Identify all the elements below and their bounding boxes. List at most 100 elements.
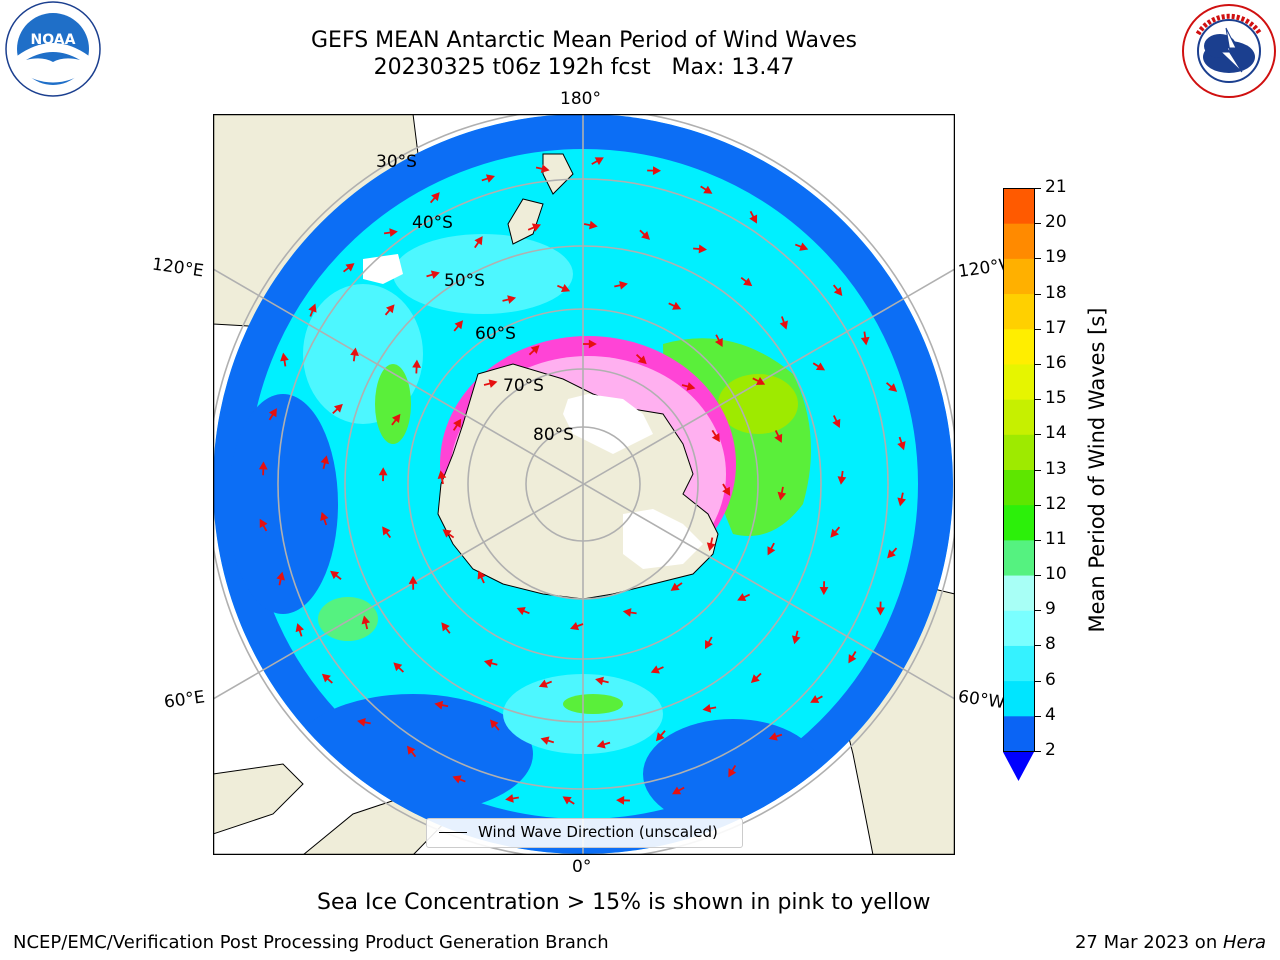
wind-wave-arrow: [681, 382, 696, 391]
colorbar-cell: [1003, 575, 1035, 611]
wind-wave-arrow: [700, 185, 713, 194]
wind-wave-arrow: [437, 470, 447, 485]
wind-wave-arrow: [819, 581, 829, 596]
colorbar-tick-label: 13: [1045, 458, 1067, 479]
colorbar: [1003, 188, 1035, 782]
lat-label-40s: 40°S: [412, 213, 453, 233]
wind-wave-arrow: [812, 362, 826, 371]
lon-label-180: 180°: [560, 89, 601, 109]
colorbar-cell: [1003, 223, 1035, 259]
colorbar-tick-mark: [1035, 188, 1041, 189]
colorbar-cell: [1003, 504, 1035, 541]
colorbar-tick-mark: [1035, 645, 1041, 647]
wind-wave-arrow: [540, 736, 555, 745]
wind-wave-arrow: [670, 582, 683, 591]
wind-wave-arrow: [357, 718, 371, 727]
chart-subtitle: 20230325 t06z 192h fcst Max: 13.47: [373, 55, 795, 80]
colorbar-tick-mark: [1035, 610, 1041, 612]
wind-wave-arrow: [704, 636, 713, 650]
wind-wave-arrow: [391, 413, 401, 426]
colorbar-tick-mark: [1035, 680, 1041, 682]
wind-wave-arrow: [810, 695, 823, 703]
lat-label-60s: 60°S: [475, 324, 516, 344]
wind-wave-arrow: [702, 704, 717, 713]
wind-wave-arrow: [860, 331, 870, 346]
colorbar-tick-mark: [1035, 258, 1041, 260]
wind-wave-arrow: [614, 280, 628, 290]
wind-wave-arrow: [434, 700, 449, 710]
colorbar-cell: [1003, 188, 1035, 224]
colorbar-tick-mark: [1035, 434, 1041, 436]
wind-wave-arrow: [378, 467, 388, 482]
lat-label-70s: 70°S: [503, 376, 544, 396]
colorbar-tick-mark: [1035, 715, 1041, 717]
wind-wave-arrow: [737, 593, 751, 602]
legend-line-swatch: [439, 832, 467, 833]
wind-wave-arrow: [832, 284, 843, 296]
wind-wave-arrow: [408, 575, 418, 590]
wind-wave-arrow: [320, 511, 329, 526]
wind-wave-arrows: [258, 157, 906, 805]
colorbar-cell: [1003, 680, 1035, 717]
wind-wave-arrow: [706, 537, 716, 552]
madagascar-land: [213, 763, 304, 835]
colorbar-cell: [1003, 610, 1035, 646]
wind-wave-arrow: [740, 276, 753, 287]
footer-host: Hera: [1222, 932, 1266, 953]
wind-wave-arrow: [308, 303, 317, 317]
wind-wave-arrow: [527, 223, 541, 232]
wind-wave-arrow: [848, 651, 857, 664]
wind-wave-arrow: [393, 662, 405, 673]
colorbar-tick-label: 10: [1045, 564, 1067, 585]
colorbar-tick-label: 18: [1045, 282, 1067, 303]
wind-wave-arrow: [442, 529, 455, 539]
weddell-ice: [623, 509, 703, 569]
colorbar-tick-mark: [1035, 363, 1041, 365]
wind-wave-arrow: [483, 658, 498, 668]
graticule: [213, 114, 955, 855]
wind-wave-arrow: [837, 470, 847, 485]
wind-wave-arrow: [655, 730, 666, 742]
wind-wave-arrow: [794, 242, 809, 251]
colorbar-tick-mark: [1035, 223, 1041, 225]
wind-wave-arrow: [693, 244, 707, 254]
colorbar-tick-mark: [1035, 751, 1041, 752]
wind-wave-arrow: [767, 542, 776, 556]
colorbar-tick-label: 4: [1045, 704, 1056, 725]
wind-wave-arrow: [384, 304, 395, 316]
wind-wave-arrow: [752, 377, 766, 385]
wind-wave-arrow: [722, 483, 731, 496]
colorbar-extend-arrow: [1003, 752, 1034, 781]
wind-wave-arrow: [650, 665, 664, 674]
wind-wave-arrow: [268, 408, 277, 421]
colorbar-tick-label: 19: [1045, 247, 1067, 268]
wind-wave-arrow: [321, 673, 333, 684]
wind-wave-arrow: [768, 732, 783, 741]
colorbar-tick-label: 11: [1045, 528, 1067, 549]
wind-wave-arrow: [897, 436, 906, 451]
wind-wave-arrow: [791, 630, 801, 645]
colorbar-cells: [1003, 188, 1035, 752]
wind-wave-arrow: [749, 210, 758, 224]
wind-wave-arrow: [876, 601, 885, 616]
colorbar-cell: [1003, 539, 1035, 576]
wind-wave-arrow: [343, 263, 355, 273]
wind-wave-arrow: [885, 382, 898, 392]
wind-wave-arrow: [714, 334, 723, 348]
map-panel: [212, 113, 956, 856]
wind-wave-arrow: [429, 192, 440, 204]
wind-wave-arrow: [535, 164, 550, 173]
wind-wave-arrow: [562, 796, 575, 805]
wind-wave-arrow: [295, 623, 304, 637]
nws-logo: [1182, 4, 1276, 98]
colorbar-cell: [1003, 645, 1035, 682]
wind-wave-arrow: [595, 676, 609, 686]
colorbar-tick-label: 2: [1045, 740, 1056, 760]
wind-wave-arrow: [502, 295, 517, 304]
wind-wave-arrow: [779, 316, 788, 330]
colorbar-cell: [1003, 363, 1035, 400]
wind-wave-arrow: [635, 354, 647, 365]
lat-label-30s: 30°S: [376, 152, 417, 172]
wind-wave-arrow: [332, 403, 343, 415]
wind-wave-arrow: [280, 352, 289, 367]
